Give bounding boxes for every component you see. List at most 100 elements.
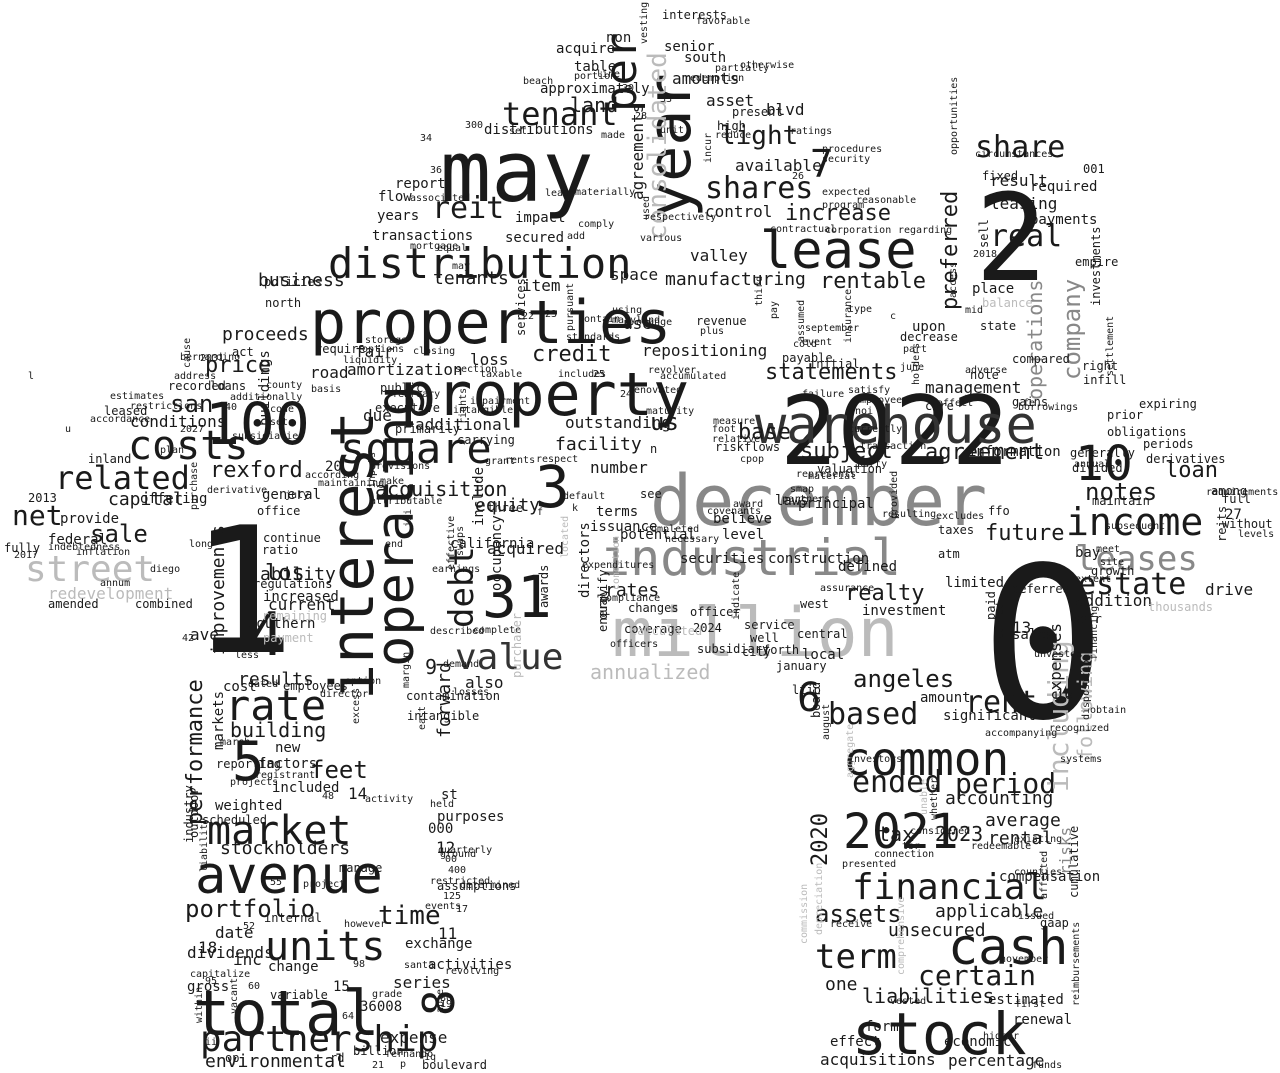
word-intangibles-524: intangibles (453, 405, 520, 416)
word-present-307: present (732, 105, 783, 119)
word-valuation-457: valuation (817, 462, 883, 476)
word-existing-506: existing (1014, 834, 1063, 845)
word-include-216: include (471, 466, 487, 526)
word-change-157: change (268, 959, 319, 975)
word-higher-486: higher (983, 1031, 1020, 1042)
word-liquidity-522: liquidity (343, 355, 398, 366)
word-share-52: share (975, 130, 1066, 165)
word-loans-335: loans (210, 379, 247, 393)
word-comply-324: comply (578, 219, 615, 230)
word-maturity-353: maturity (646, 406, 695, 417)
word-site-512: site (1100, 557, 1125, 568)
word-part-284: part (903, 344, 928, 355)
word-unsecured-127: unsecured (888, 920, 986, 941)
word-south-191: south (684, 50, 727, 66)
word-completed-526: completed (645, 524, 700, 535)
word-losses-397: losses (453, 687, 490, 698)
word-subsequent-513: subsequent (1105, 521, 1166, 532)
word-employees-404: employees (283, 679, 349, 693)
word-31-10: 31 (482, 563, 552, 631)
word-costs-40: costs (128, 423, 249, 469)
word-central-235: central (797, 627, 848, 641)
word-beach-318: beach (523, 76, 554, 87)
word-effect-225: effect (830, 1034, 881, 1050)
word-address-333: address (174, 371, 217, 382)
word-leasing-104: leasing (990, 194, 1058, 213)
word-stockholders-112: stockholders (220, 838, 351, 859)
word-shares-48: shares (705, 171, 814, 206)
word-loss-176: loss (470, 350, 509, 369)
word-provisions-380: provisions (370, 461, 431, 472)
word-redeemable-502: redeemable (971, 841, 1032, 852)
word-64-572: 64 (342, 1011, 355, 1022)
word-place-211: place (972, 281, 1015, 297)
word-4-28: 4 (248, 600, 285, 670)
word-common-24: common (843, 732, 1010, 786)
word-estate-56: estate (1078, 567, 1187, 602)
word-flows-247: flows (744, 440, 781, 454)
word-initial-282: initial (809, 357, 860, 371)
word-gains-275: gains (1012, 395, 1049, 409)
word-expected-297: expected (822, 187, 871, 198)
word-bay-136: bay (1075, 545, 1101, 561)
word-atm-250: atm (938, 547, 960, 561)
word-however-417: however (344, 919, 387, 930)
word-000-223: 000 (428, 821, 454, 837)
word-tax-120: tax (878, 822, 915, 846)
word-issuance-197: issuance (590, 519, 658, 535)
word-current-119: current (268, 595, 336, 614)
word-issued-505: issued (1018, 911, 1055, 922)
word-1-1: 1 (190, 491, 296, 694)
word-material-531: material (808, 471, 857, 482)
word-recognized-480: recognized (1049, 723, 1110, 734)
word-required-209: required (1030, 179, 1098, 195)
word-conditions-117: conditions (130, 412, 227, 431)
word-pursuant-348: pursuant (565, 282, 576, 331)
word-10-30: 10 (1075, 436, 1133, 492)
word-2031-332: 2031 (200, 353, 225, 364)
word-economic-227: economic (944, 1034, 1012, 1050)
word-failure-533: failure (802, 389, 845, 400)
word-23-557: 23 (545, 309, 558, 320)
word-ability-118: ability (260, 564, 336, 585)
word-revenue-290: revenue (696, 314, 747, 328)
word-contamination-398: contamination (406, 689, 500, 703)
word-assumed-540: assumed (796, 299, 807, 342)
word-grade-430: grade (372, 989, 403, 1000)
word-value-44: value (455, 637, 564, 678)
word-95-574: 95 (205, 976, 218, 987)
word-procedures-299: procedures (822, 144, 883, 155)
word-may-555: may (452, 261, 471, 272)
word-80-573: 80 (440, 993, 453, 1004)
word-based-67: based (828, 697, 919, 732)
word-significant-214: significant (943, 708, 1036, 724)
word-state-273: state (980, 319, 1017, 333)
word-located-452: located (560, 515, 571, 558)
word-f-386: f (537, 507, 544, 518)
word-deferred-252: deferred (1012, 582, 1070, 596)
word-set-320: set (509, 126, 528, 137)
word-compared-272: compared (1012, 352, 1070, 366)
word-provided-474: provided (889, 470, 900, 519)
word-laws-203: laws (775, 493, 809, 509)
word-units-35: units (265, 924, 386, 970)
word-rate-38: rate (225, 681, 327, 730)
word-fair-171: fair (355, 342, 394, 361)
word-exchange-158: exchange (405, 936, 473, 952)
word-connection-493: connection (874, 849, 935, 860)
word-2027-547: 2027 (180, 424, 205, 435)
word-borrowings-276: borrowings (1018, 402, 1079, 413)
word-equity-85: equity (475, 495, 541, 516)
word-base-73: base (738, 420, 791, 445)
word-expenditures-453: expenditures (582, 560, 655, 571)
word-60-571: 60 (248, 981, 261, 992)
word-expiring-267: expiring (1139, 397, 1197, 411)
word-n-245: n (650, 442, 658, 456)
word-percentage-130: percentage (948, 1051, 1045, 1070)
word-term-61: term (815, 937, 897, 977)
word-fernando-428: fernando (385, 1049, 434, 1060)
word-covenants-454: covenants (707, 506, 762, 517)
word-opportunities-471: opportunities (949, 76, 960, 155)
word-end-554: end (385, 539, 404, 550)
